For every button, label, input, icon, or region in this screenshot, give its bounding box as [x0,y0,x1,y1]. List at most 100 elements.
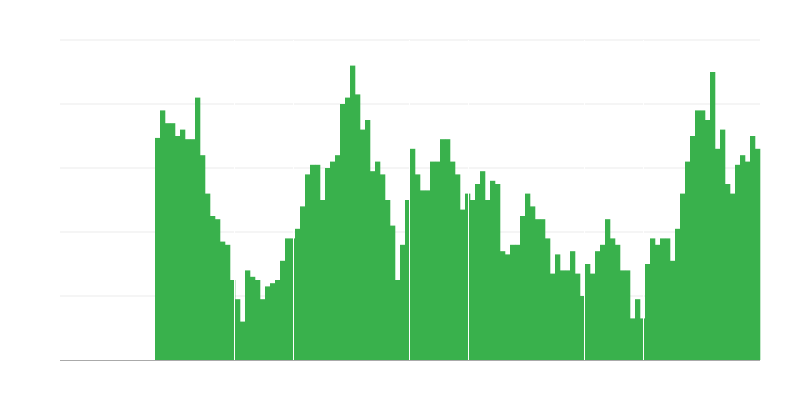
bar [485,200,491,360]
bar [230,280,236,360]
bar [660,238,666,360]
bar [490,180,496,360]
bar [550,273,556,360]
bar [375,161,381,360]
bar [685,161,691,360]
bar [215,219,221,360]
bar [415,174,421,360]
bar [170,123,176,360]
bar [155,137,161,360]
bar [220,241,226,360]
bar [320,200,326,360]
bar [210,216,216,360]
bar [615,244,621,360]
bar [285,238,291,360]
bar [750,136,756,360]
bar [495,184,501,360]
bar [480,171,486,360]
bar [625,270,631,360]
bar [530,206,536,360]
bar [365,120,371,360]
bar [475,184,481,360]
bar [305,174,311,360]
bar [605,219,611,360]
bar [250,276,256,360]
bar [680,193,686,360]
bar [690,136,696,360]
bar [620,270,626,360]
bar [280,260,286,360]
bar [235,299,241,360]
bar [165,123,171,360]
bar [395,280,401,360]
bar [260,299,266,360]
bar [540,219,546,360]
bar [160,110,166,361]
bar [425,190,431,360]
bar [290,238,296,360]
bar [575,273,581,360]
bar [560,270,566,360]
bar [715,148,721,360]
bar [525,193,531,360]
bar [265,286,271,360]
bar [455,174,461,360]
bar [545,238,551,360]
bar [200,155,206,360]
bar [240,321,246,360]
bar [745,161,751,360]
bar [555,254,561,360]
bar [535,219,541,360]
bar [275,280,281,360]
bar [355,94,361,361]
bar [335,155,341,360]
bar [520,216,526,360]
bar [730,193,736,360]
bar [465,193,471,360]
bar [185,139,191,360]
bar [655,244,661,360]
bar [610,238,616,360]
bar [435,161,441,360]
bar [325,168,331,360]
bar [310,164,316,360]
bar [755,148,761,360]
bar [380,174,386,360]
bar [445,139,451,360]
bar [640,318,646,360]
bar [350,65,356,360]
bar [720,129,726,360]
bar [705,120,711,360]
bar [510,244,516,360]
bar [600,244,606,360]
bar [450,161,456,360]
bar [315,164,321,360]
bar [735,164,741,360]
bar [330,161,336,360]
bar [390,225,396,360]
bar [650,238,656,360]
bar [430,161,436,360]
bar [725,184,731,360]
bar [440,139,446,360]
bar [645,264,651,360]
bar [515,244,521,360]
bar-separators [234,40,644,360]
bar [245,270,251,360]
bar [175,136,181,360]
bar [700,110,706,361]
bar [500,251,506,360]
bar [345,97,351,360]
bar [385,200,391,360]
bar [595,251,601,360]
bar [410,148,416,360]
bar [400,244,406,360]
bar [300,206,306,360]
bar [695,110,701,361]
bar [370,171,376,360]
bar [420,190,426,360]
bars [155,65,761,361]
bar [340,104,346,360]
bar [360,129,366,360]
